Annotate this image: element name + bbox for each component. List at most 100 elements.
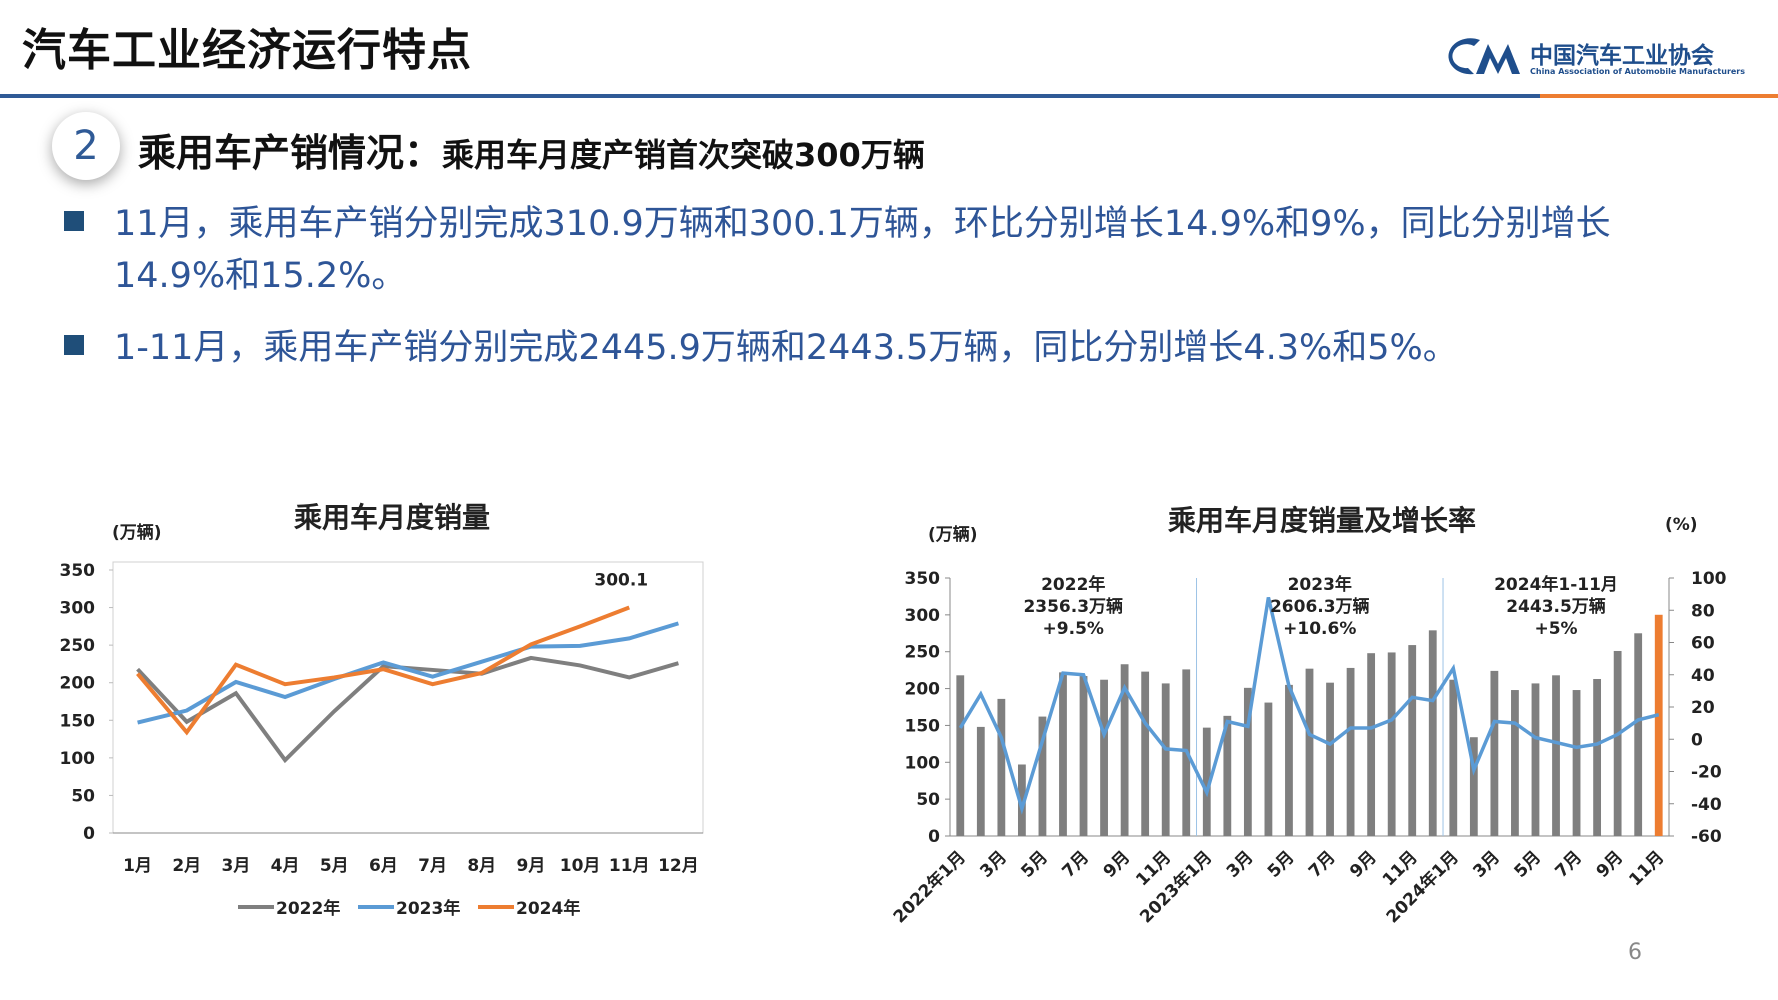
bullet-text: 11月，乘用车产销分别完成310.9万辆和300.1万辆，环比分别增长14.9%…: [114, 204, 1611, 296]
chart-title: 乘用车月度销量: [294, 501, 490, 534]
y2-tick-label: 40: [1691, 666, 1715, 686]
x-tick-label: 7月: [1305, 847, 1340, 882]
bar: [1490, 670, 1499, 836]
x-tick-label: 3月: [1223, 847, 1258, 882]
x-tick-label: 7月: [418, 856, 447, 876]
bar: [1038, 716, 1047, 836]
y-tick-label: 350: [60, 561, 96, 581]
annotation: 2443.5万辆: [1506, 596, 1606, 617]
section-title-text: 乘用车产销情况：: [138, 131, 443, 175]
x-tick-label: 9月: [1100, 847, 1135, 882]
x-tick-label: 3月: [221, 856, 250, 876]
x-tick-label: 3月: [976, 847, 1011, 882]
header-rule: [0, 94, 1778, 98]
x-tick-label: 5月: [1510, 847, 1545, 882]
data-label: 300.1: [594, 570, 648, 590]
annotation: 2023年: [1288, 574, 1352, 595]
bar: [1552, 675, 1560, 836]
x-tick-label: 5月: [1264, 847, 1299, 882]
x-tick-label: 7月: [1552, 847, 1587, 882]
page-title: 汽车工业经济运行特点: [22, 25, 472, 76]
series-line: [137, 621, 680, 725]
bar: [1079, 676, 1088, 836]
bar: [1428, 630, 1437, 836]
x-tick-label: 2月: [172, 856, 201, 876]
annotation: 2606.3万辆: [1270, 596, 1370, 617]
y2-tick-label: 80: [1691, 601, 1715, 621]
legend-label: 2024年: [516, 898, 580, 919]
x-tick-label: 9月: [1593, 847, 1628, 882]
bar: [1161, 683, 1170, 836]
x-tick-label: 5月: [320, 856, 349, 876]
section-number: 2: [52, 112, 120, 180]
y2-tick-label: -60: [1691, 827, 1722, 847]
bar: [1305, 668, 1314, 836]
annotation: +9.5%: [1043, 619, 1104, 639]
y-tick-label: 100: [905, 753, 941, 773]
annotation: +5%: [1534, 619, 1577, 639]
bar: [1387, 652, 1396, 836]
y-tick-label: 0: [928, 827, 940, 847]
growth-line: [958, 596, 1660, 815]
bar: [1634, 633, 1643, 836]
page-number: 6: [1628, 940, 1642, 965]
logo-mark: [1448, 38, 1520, 75]
bar: [956, 675, 965, 836]
y2-tick-label: -40: [1691, 795, 1722, 815]
bar: [1593, 678, 1602, 836]
bar: [1326, 682, 1334, 836]
y-tick-label: 0: [83, 824, 95, 844]
y-tick-label: 300: [60, 599, 96, 619]
logo-text: 中国汽车工业协会: [1530, 43, 1714, 69]
section-title: 乘用车产销情况：乘用车月度产销首次突破300万辆: [138, 122, 925, 177]
y2-tick-label: 100: [1691, 569, 1727, 589]
x-tick-label: 5月: [1017, 847, 1052, 882]
bar: [1469, 737, 1478, 836]
annotation: 2024年1-11月: [1494, 574, 1618, 595]
bar: [1059, 672, 1067, 836]
x-tick-label: 9月: [516, 856, 545, 876]
y-axis-label: (万辆): [928, 524, 978, 545]
annotation: 2022年: [1041, 574, 1105, 595]
bullet-text: 1-11月，乘用车产销分别完成2445.9万辆和2443.5万辆，同比分别增长4…: [114, 328, 1458, 368]
plot-frame: [112, 561, 704, 834]
legend-label: 2022年: [276, 898, 340, 919]
x-tick-label: 2022年1月: [889, 847, 970, 928]
y-tick-label: 350: [905, 569, 941, 589]
annotation: +10.6%: [1283, 619, 1356, 639]
legend-label: 2023年: [396, 898, 460, 919]
bar: [997, 698, 1006, 836]
bullet: 1-11月，乘用车产销分别完成2445.9万辆和2443.5万辆，同比分别增长4…: [64, 322, 1674, 382]
y-tick-label: 200: [905, 680, 941, 700]
annotation: 2356.3万辆: [1023, 596, 1123, 617]
bar: [1511, 690, 1519, 836]
x-tick-label: 4月: [271, 856, 300, 876]
bar: [1449, 679, 1458, 836]
x-tick-label: 10月: [560, 856, 601, 876]
bar: [1572, 690, 1581, 836]
y-tick-label: 150: [905, 716, 941, 736]
bar: [1202, 727, 1211, 836]
x-tick-label: 9月: [1346, 847, 1381, 882]
x-tick-label: 1月: [123, 856, 152, 876]
x-tick-label: 8月: [467, 856, 496, 876]
header-rule-accent: [1540, 94, 1778, 98]
logo-subtext: China Association of Automobile Manufact…: [1530, 67, 1746, 76]
bar: [1285, 684, 1293, 836]
bar: [1017, 764, 1026, 836]
section-subtitle: 乘用车月度产销首次突破300万辆: [442, 136, 925, 174]
y-tick-label: 50: [916, 790, 940, 810]
y2-tick-label: 0: [1691, 730, 1703, 750]
x-tick-label: 11月: [609, 856, 650, 876]
series-line: [136, 655, 679, 764]
bar: [976, 726, 985, 836]
x-tick-label: 12月: [658, 856, 699, 876]
y2-tick-label: 60: [1691, 634, 1715, 654]
y2-tick-label: 20: [1691, 698, 1715, 718]
bar: [1654, 614, 1663, 836]
bar: [1531, 683, 1540, 836]
y2-tick-label: -20: [1691, 763, 1722, 783]
bar: [1408, 645, 1417, 836]
